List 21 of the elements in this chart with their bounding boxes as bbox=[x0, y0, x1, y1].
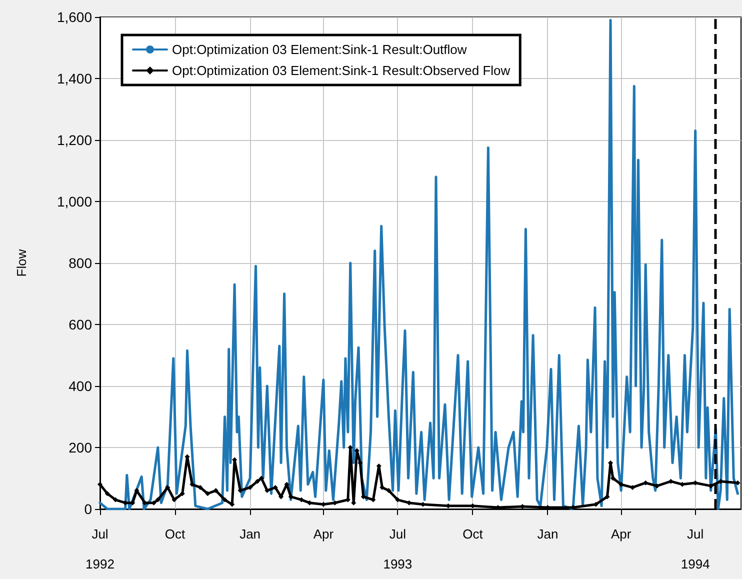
x-tick-label: Apr bbox=[611, 526, 632, 542]
x-tick-label: Jul 1994 bbox=[680, 526, 710, 572]
x-tick-label: Jan bbox=[537, 526, 558, 542]
x-tick-label: Jul 1993 bbox=[383, 526, 412, 572]
y-tick-label: 0 bbox=[84, 501, 92, 517]
y-tick-label: 600 bbox=[68, 316, 92, 332]
y-tick-label: 1,200 bbox=[56, 132, 92, 148]
y-tick-label: 200 bbox=[68, 440, 92, 456]
y-tick-label: 1,000 bbox=[56, 194, 92, 210]
x-tick-label: Jul 1992 bbox=[86, 526, 114, 572]
legend-label: Opt:Optimization 03 Element:Sink-1 Result:Outflow bbox=[172, 42, 468, 57]
y-tick-label: 1,600 bbox=[56, 9, 92, 25]
x-tick-label: Jan bbox=[240, 526, 261, 542]
y-tick-label: 400 bbox=[68, 378, 92, 394]
y-axis-title: Flow bbox=[14, 248, 29, 277]
y-tick-label: 1,400 bbox=[56, 70, 92, 86]
x-tick-label: Apr bbox=[313, 526, 334, 542]
y-tick-label: 800 bbox=[68, 255, 92, 271]
x-tick-label: Oct bbox=[462, 526, 484, 542]
legend-label: Opt:Optimization 03 Element:Sink-1 Result:Observed Flow bbox=[172, 63, 511, 78]
x-tick-label: Oct bbox=[164, 526, 186, 542]
